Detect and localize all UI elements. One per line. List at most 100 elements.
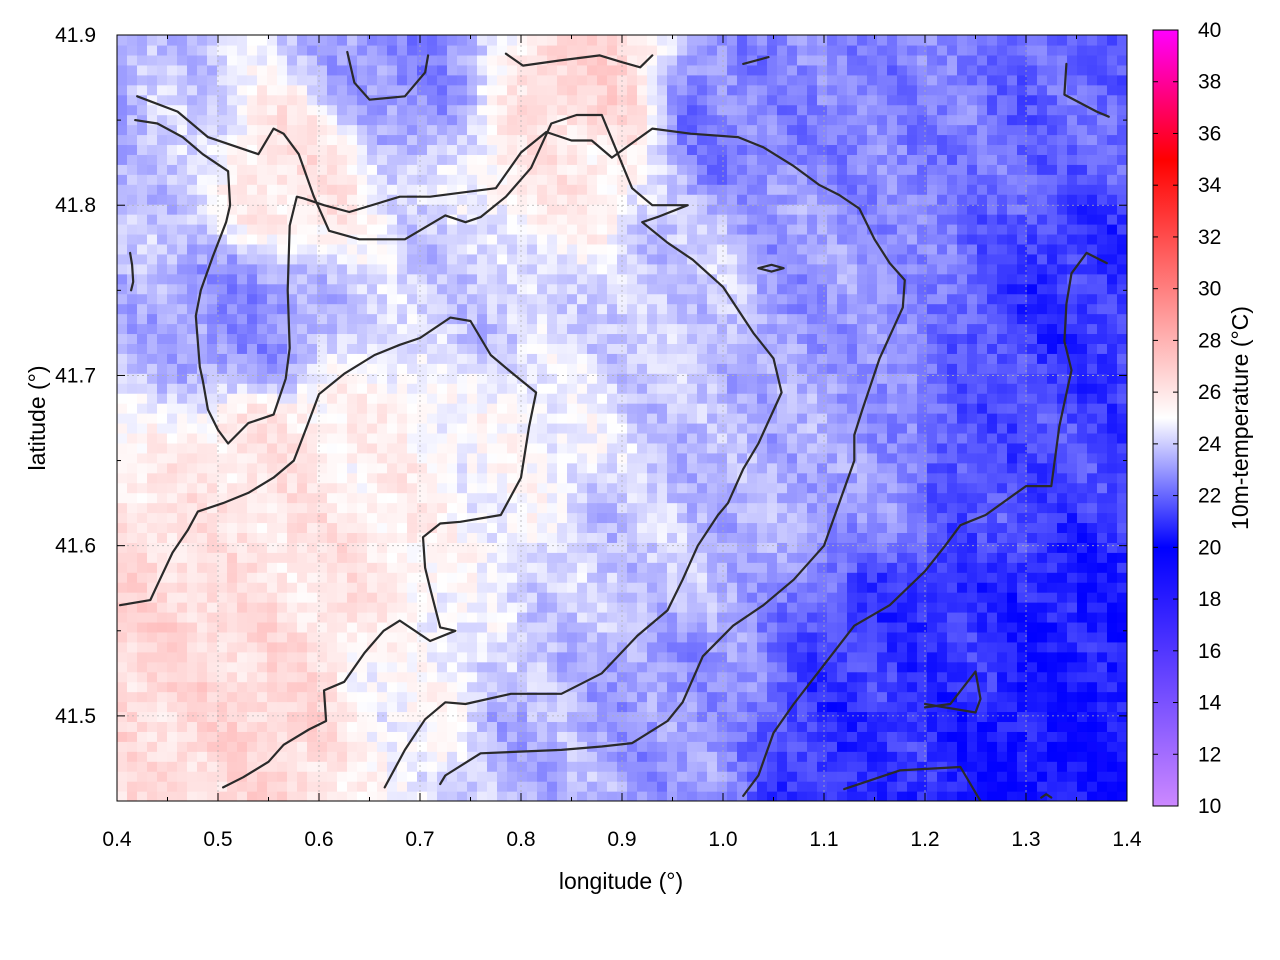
heatmap-cell <box>227 422 238 434</box>
heatmap-cell <box>377 104 388 116</box>
heatmap-cell <box>427 661 438 673</box>
heatmap-cell <box>377 641 388 653</box>
heatmap-cell <box>267 621 278 633</box>
heatmap-cell <box>307 174 318 185</box>
heatmap-cell <box>327 64 338 76</box>
heatmap-cell <box>757 124 768 136</box>
heatmap-cell <box>187 64 198 76</box>
heatmap-cell <box>537 641 548 653</box>
heatmap-cell <box>467 522 478 533</box>
heatmap-cell <box>177 403 188 414</box>
heatmap-cell <box>597 104 608 116</box>
heatmap-cell <box>477 492 488 504</box>
heatmap-cell <box>117 691 128 703</box>
heatmap-cell <box>137 403 148 414</box>
heatmap-cell <box>287 681 298 693</box>
heatmap-cell <box>737 154 748 165</box>
heatmap-cell <box>217 631 228 643</box>
heatmap-cell <box>667 35 678 46</box>
heatmap-cell <box>257 184 268 195</box>
heatmap-cell <box>447 771 458 782</box>
heatmap-cell <box>427 84 438 96</box>
heatmap-cell <box>707 791 718 801</box>
heatmap-cell <box>487 174 498 185</box>
heatmap-cell <box>227 233 238 245</box>
heatmap-cell <box>427 611 438 623</box>
heatmap-cell <box>757 771 768 782</box>
heatmap-cell <box>237 681 248 693</box>
heatmap-cell <box>347 54 358 66</box>
heatmap-cell <box>377 293 388 305</box>
heatmap-cell <box>367 224 378 235</box>
heatmap-cell <box>247 144 258 155</box>
heatmap-cell <box>637 661 648 673</box>
heatmap-cell <box>477 502 488 514</box>
heatmap-cell <box>307 154 318 165</box>
heatmap-cell <box>717 74 728 86</box>
heatmap-cell <box>237 611 248 623</box>
heatmap-cell <box>627 273 638 285</box>
heatmap-cell <box>417 552 428 563</box>
heatmap-cell <box>637 761 648 772</box>
heatmap-cell <box>307 422 318 434</box>
heatmap-cell <box>117 323 128 335</box>
heatmap-cell <box>487 711 498 723</box>
heatmap-cell <box>467 711 478 723</box>
heatmap-cell <box>247 641 258 653</box>
heatmap-cell <box>277 651 288 663</box>
heatmap-cell <box>187 621 198 633</box>
heatmap-cell <box>527 283 538 295</box>
heatmap-cell <box>557 393 568 404</box>
heatmap-cell <box>397 44 408 56</box>
heatmap-cell <box>127 442 138 454</box>
heatmap-cell <box>117 35 128 46</box>
heatmap-cell <box>157 452 168 464</box>
heatmap-cell <box>637 383 648 394</box>
heatmap-cell <box>237 462 248 474</box>
heatmap-cell <box>637 562 648 573</box>
heatmap-cell <box>707 283 718 295</box>
heatmap-cell <box>527 542 538 553</box>
heatmap-cell <box>537 751 548 762</box>
heatmap-cell <box>157 731 168 742</box>
heatmap-cell <box>607 641 618 653</box>
heatmap-cell <box>197 343 208 354</box>
heatmap-cell <box>307 701 318 713</box>
heatmap-cell <box>337 134 348 146</box>
heatmap-cell <box>297 273 308 285</box>
heatmap-cell <box>537 403 548 414</box>
heatmap-cell <box>577 303 588 315</box>
heatmap-cell <box>297 174 308 185</box>
heatmap-cell <box>597 194 608 205</box>
heatmap-cell <box>517 442 528 454</box>
heatmap-cell <box>707 363 718 374</box>
heatmap-cell <box>667 293 678 305</box>
heatmap-cell <box>427 343 438 354</box>
heatmap-cell <box>587 373 598 384</box>
heatmap-cell <box>507 114 518 126</box>
heatmap-cell <box>237 214 248 225</box>
heatmap-cell <box>457 353 468 364</box>
heatmap-cell <box>627 104 638 116</box>
heatmap-cell <box>647 422 658 434</box>
heatmap-cell <box>257 74 268 86</box>
heatmap-cell <box>497 134 508 146</box>
heatmap-cell <box>577 661 588 673</box>
heatmap-cell <box>147 373 158 384</box>
heatmap-cell <box>327 741 338 752</box>
heatmap-cell <box>367 194 378 205</box>
heatmap-cell <box>157 383 168 394</box>
heatmap-cell <box>137 522 148 533</box>
heatmap-cell <box>407 94 418 106</box>
heatmap-cell <box>657 492 668 504</box>
heatmap-cell <box>617 204 628 215</box>
heatmap-cell <box>737 472 748 484</box>
heatmap-cell <box>467 681 478 693</box>
heatmap-cell <box>727 741 738 752</box>
heatmap-cell <box>727 442 738 454</box>
heatmap-cell <box>157 353 168 364</box>
heatmap-cell <box>517 154 528 165</box>
heatmap-cell <box>337 462 348 474</box>
heatmap-cell <box>347 562 358 573</box>
heatmap-cell <box>637 114 648 126</box>
